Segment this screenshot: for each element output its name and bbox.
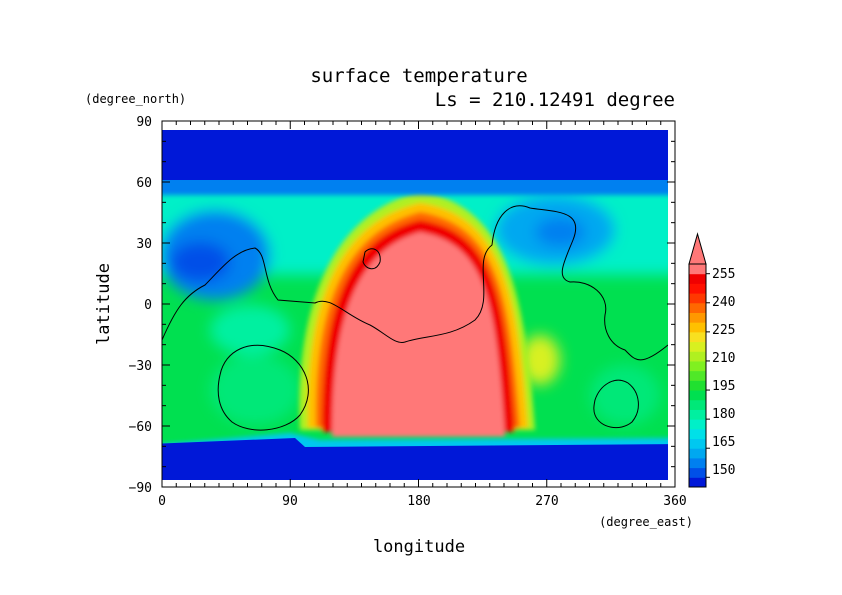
colorbar-label-210: 210 xyxy=(712,351,735,366)
x-tick-label-180: 180 xyxy=(407,494,430,509)
colorbar-swatch xyxy=(689,409,706,420)
colorbar-swatch xyxy=(689,448,706,459)
x-axis-label: longitude xyxy=(373,537,465,557)
colorbar-swatch xyxy=(689,302,706,313)
y-tick-label-minus90: −90 xyxy=(129,481,152,496)
colorbar-labels: 150 165 180 195 210 225 240 255 xyxy=(712,267,735,478)
colorbar-swatch xyxy=(689,331,706,343)
x-tick-label-90: 90 xyxy=(282,494,298,509)
colorbar-swatch xyxy=(689,273,706,284)
colorbar-swatch xyxy=(689,264,706,275)
colorbar-swatch xyxy=(689,390,706,401)
colorbar-label-255: 255 xyxy=(712,267,735,282)
temperature-field xyxy=(162,130,668,480)
colorbar-swatch xyxy=(689,293,706,304)
x-tick-label-360: 360 xyxy=(663,494,686,509)
colorbar-swatch xyxy=(689,467,706,478)
colorbar-swatch xyxy=(689,477,706,488)
colorbar-swatch xyxy=(689,312,706,323)
x-unit-label: (degree_east) xyxy=(599,515,693,529)
colorbar-swatch xyxy=(689,351,706,362)
y-tick-label-minus30: −30 xyxy=(129,359,152,374)
y-unit-label: (degree_north) xyxy=(85,92,186,106)
colorbar-swatch xyxy=(689,360,706,372)
colorbar-swatch xyxy=(689,322,706,333)
y-tick-label-minus60: −60 xyxy=(129,420,152,435)
colorbar-swatch xyxy=(689,438,706,449)
colorbar xyxy=(688,232,710,488)
y-tick-label-90: 90 xyxy=(136,115,152,130)
y-tick-label-60: 60 xyxy=(136,176,152,191)
colorbar-swatch xyxy=(689,419,706,430)
y-tick-label-0: 0 xyxy=(144,298,152,313)
y-tick-label-30: 30 xyxy=(136,237,152,252)
colorbar-swatch xyxy=(689,380,706,391)
x-tick-label-0: 0 xyxy=(158,494,166,509)
colorbar-swatch xyxy=(689,428,706,440)
x-tick-label-270: 270 xyxy=(535,494,558,509)
colorbar-label-240: 240 xyxy=(712,295,735,310)
colorbar-label-165: 165 xyxy=(712,435,735,450)
colorbar-swatch xyxy=(689,370,706,381)
colorbar-swatch xyxy=(689,283,706,294)
topography-contours xyxy=(162,205,668,431)
colorbar-label-225: 225 xyxy=(712,323,735,338)
y-axis-label: latitude xyxy=(94,263,114,345)
colorbar-label-195: 195 xyxy=(712,379,735,394)
y-axis: 90 60 30 0 −30 −60 −90 latitude xyxy=(94,115,152,496)
colorbar-swatch xyxy=(689,457,706,469)
chart-subtitle: Ls = 210.12491 degree xyxy=(435,89,675,111)
colorbar-frame xyxy=(688,263,707,488)
colorbar-swatch xyxy=(689,341,706,352)
colorbar-label-150: 150 xyxy=(712,463,735,478)
colorbar-swatch xyxy=(689,399,706,410)
axis-ticks xyxy=(161,120,676,488)
colorbar-label-180: 180 xyxy=(712,407,735,422)
x-axis: 0 90 180 270 360 (degree_east) longitude xyxy=(158,494,693,557)
chart-title: surface temperature xyxy=(310,65,527,87)
colorbar-extend-arrow xyxy=(688,232,707,265)
